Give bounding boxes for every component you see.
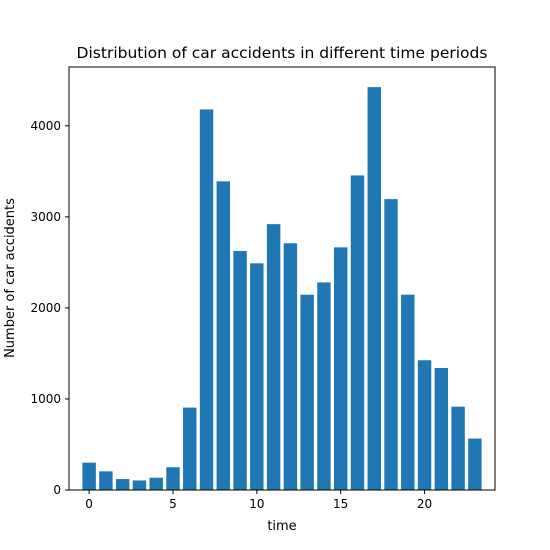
bar-6 — [183, 407, 197, 490]
y-tick-label: 4000 — [30, 119, 61, 133]
bar-17 — [367, 87, 381, 491]
x-tick-label: 20 — [417, 497, 432, 511]
y-tick-label: 0 — [53, 483, 61, 497]
bar-22 — [451, 406, 465, 490]
bar-4 — [149, 477, 163, 490]
bar-3 — [132, 480, 147, 490]
bar-15 — [333, 247, 348, 490]
bar-5 — [166, 467, 180, 490]
bar-8 — [216, 181, 231, 490]
bar-1 — [99, 471, 113, 490]
bar-14 — [317, 282, 331, 490]
bar-13 — [300, 294, 314, 490]
x-tick-label: 5 — [169, 497, 177, 511]
bar-19 — [401, 294, 415, 490]
x-tick-label: 15 — [333, 497, 348, 511]
x-tick-label: 10 — [249, 497, 264, 511]
bar-7 — [199, 109, 214, 491]
chart-title: Distribution of car accidents in differe… — [77, 44, 488, 62]
bar-23 — [468, 438, 482, 490]
x-tick-label: 0 — [85, 497, 93, 511]
x-axis-label: time — [267, 519, 296, 534]
x-axis-ticks: 0 5 10 15 20 — [85, 490, 432, 511]
y-tick-label: 3000 — [30, 210, 61, 224]
bar-0 — [82, 462, 96, 490]
bar-2 — [115, 479, 130, 490]
bar-20 — [417, 360, 432, 490]
plot-frame — [68, 66, 496, 491]
bar-18 — [384, 199, 398, 491]
bar-21 — [434, 368, 449, 490]
y-axis-label: Number of car accidents — [3, 198, 18, 358]
y-tick-label: 2000 — [30, 301, 61, 315]
y-tick-label: 1000 — [30, 392, 61, 406]
bar-12 — [283, 243, 298, 490]
bar-10 — [250, 263, 264, 490]
bar-16 — [350, 175, 365, 490]
bar-11 — [266, 224, 281, 490]
bar-9 — [233, 251, 247, 490]
y-axis-ticks: 0 1000 2000 3000 4000 — [30, 119, 69, 497]
bars-group — [82, 87, 482, 491]
